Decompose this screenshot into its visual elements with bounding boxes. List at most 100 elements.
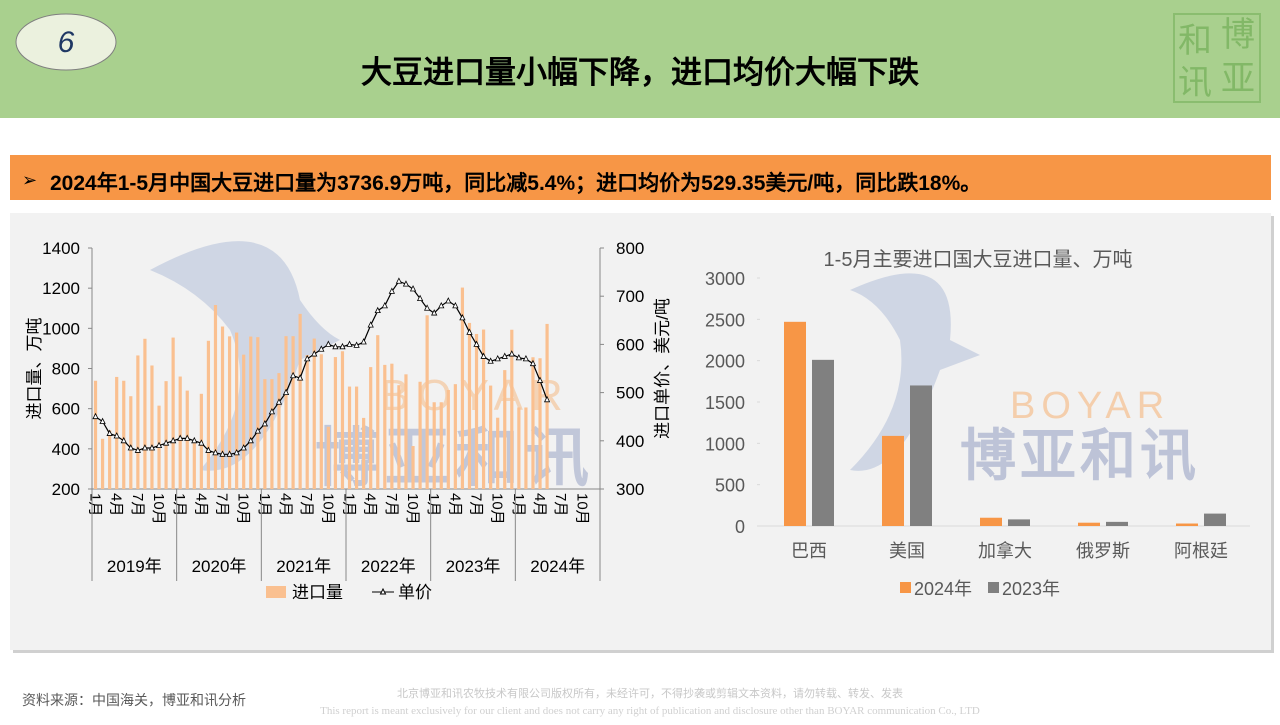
line-marker xyxy=(325,340,332,347)
x-tick-label: 7月 xyxy=(552,493,569,516)
x-tick-label: 巴西 xyxy=(791,541,827,561)
bar xyxy=(496,417,500,489)
line-marker xyxy=(402,280,410,287)
line-marker xyxy=(318,345,325,352)
y-tick-label: 1400 xyxy=(42,239,80,258)
bar xyxy=(453,384,457,489)
bar xyxy=(1008,519,1030,526)
y-tick-label: 1000 xyxy=(705,434,745,454)
line-marker xyxy=(374,306,381,314)
line-marker xyxy=(282,388,290,395)
bar xyxy=(227,336,232,489)
line-marker xyxy=(473,340,480,347)
line-marker xyxy=(529,359,537,367)
line-marker xyxy=(134,446,142,453)
watermark-cn: 博亚和讯 xyxy=(960,424,1200,487)
line-marker xyxy=(416,294,424,302)
bar xyxy=(93,380,98,489)
legend-label: 进口量 xyxy=(292,583,343,602)
line-marker xyxy=(438,301,445,309)
bar xyxy=(910,385,932,526)
bar xyxy=(270,379,274,489)
bar xyxy=(298,313,302,489)
line-marker xyxy=(226,450,233,457)
y-tick-label: 0 xyxy=(735,517,745,537)
line-marker xyxy=(522,354,530,362)
bar xyxy=(545,323,549,489)
watermark-en: BOYAR xyxy=(1010,385,1170,427)
group-label: 2021年 xyxy=(276,557,331,576)
line-marker xyxy=(205,446,212,453)
bar xyxy=(129,396,133,489)
x-tick-label: 10月 xyxy=(489,493,506,525)
line-marker xyxy=(536,376,544,383)
y2-tick-label: 400 xyxy=(616,432,644,451)
group-label: 2023年 xyxy=(446,557,501,576)
bullet: ➢ xyxy=(22,170,37,190)
bar xyxy=(213,305,218,489)
bar xyxy=(333,357,338,489)
y2-tick-label: 300 xyxy=(616,480,644,499)
legend-label: 2024年 xyxy=(914,579,972,599)
x-tick-label: 7月 xyxy=(214,493,231,516)
x-tick-label: 10月 xyxy=(573,493,590,525)
bar xyxy=(383,364,387,489)
line-marker xyxy=(155,441,163,449)
bar xyxy=(122,380,126,489)
bar xyxy=(256,337,260,489)
bar xyxy=(1106,521,1128,526)
line-marker xyxy=(381,301,388,309)
y-axis-title: 进口量、万吨 xyxy=(25,318,44,420)
logo-char: 讯 xyxy=(1178,64,1212,102)
line-marker xyxy=(106,429,113,436)
bar xyxy=(220,326,225,489)
x-tick-label: 10月 xyxy=(404,493,421,525)
bar xyxy=(425,315,429,489)
bar xyxy=(397,385,401,489)
bar xyxy=(510,329,514,489)
bar xyxy=(354,386,359,489)
logo-char: 博 xyxy=(1221,16,1255,54)
line-marker xyxy=(431,309,438,316)
bar xyxy=(404,374,408,489)
line-marker xyxy=(494,354,501,362)
bar xyxy=(108,430,112,489)
bar xyxy=(439,402,443,489)
bar xyxy=(369,367,373,489)
copyright: This report is meant exclusively for our… xyxy=(320,705,980,717)
line-marker xyxy=(480,352,487,359)
x-tick-label: 俄罗斯 xyxy=(1076,541,1130,561)
bar xyxy=(531,357,535,489)
line-marker xyxy=(367,321,374,328)
x-tick-label: 加拿大 xyxy=(978,540,1032,561)
bar xyxy=(192,443,196,489)
legend-swatch xyxy=(988,582,999,593)
y-tick-label: 1000 xyxy=(42,319,80,338)
y-tick-label: 200 xyxy=(52,480,80,499)
bar xyxy=(362,417,366,489)
legend-swatch xyxy=(900,582,911,593)
watermark-bird xyxy=(850,273,980,471)
header-band xyxy=(0,0,1280,118)
y-tick-label: 800 xyxy=(52,360,80,379)
x-tick-label: 1月 xyxy=(87,493,104,516)
summary-bar xyxy=(10,155,1271,200)
group-label: 2020年 xyxy=(192,557,247,576)
bar xyxy=(446,389,450,489)
line-marker xyxy=(423,304,431,311)
x-tick-label: 4月 xyxy=(277,493,294,516)
x-tick-label: 美国 xyxy=(889,541,925,561)
group-label: 2024年 xyxy=(530,557,585,576)
y2-axis-title: 进口单价、美元/吨 xyxy=(653,298,672,439)
line-marker xyxy=(233,448,240,456)
bar xyxy=(411,446,415,489)
line-marker xyxy=(395,277,403,284)
x-tick-label: 7月 xyxy=(298,493,315,516)
y-tick-label: 2500 xyxy=(705,310,745,330)
line-marker xyxy=(409,285,417,292)
legend-swatch xyxy=(266,586,286,598)
bar xyxy=(235,332,239,489)
bar xyxy=(474,333,479,489)
